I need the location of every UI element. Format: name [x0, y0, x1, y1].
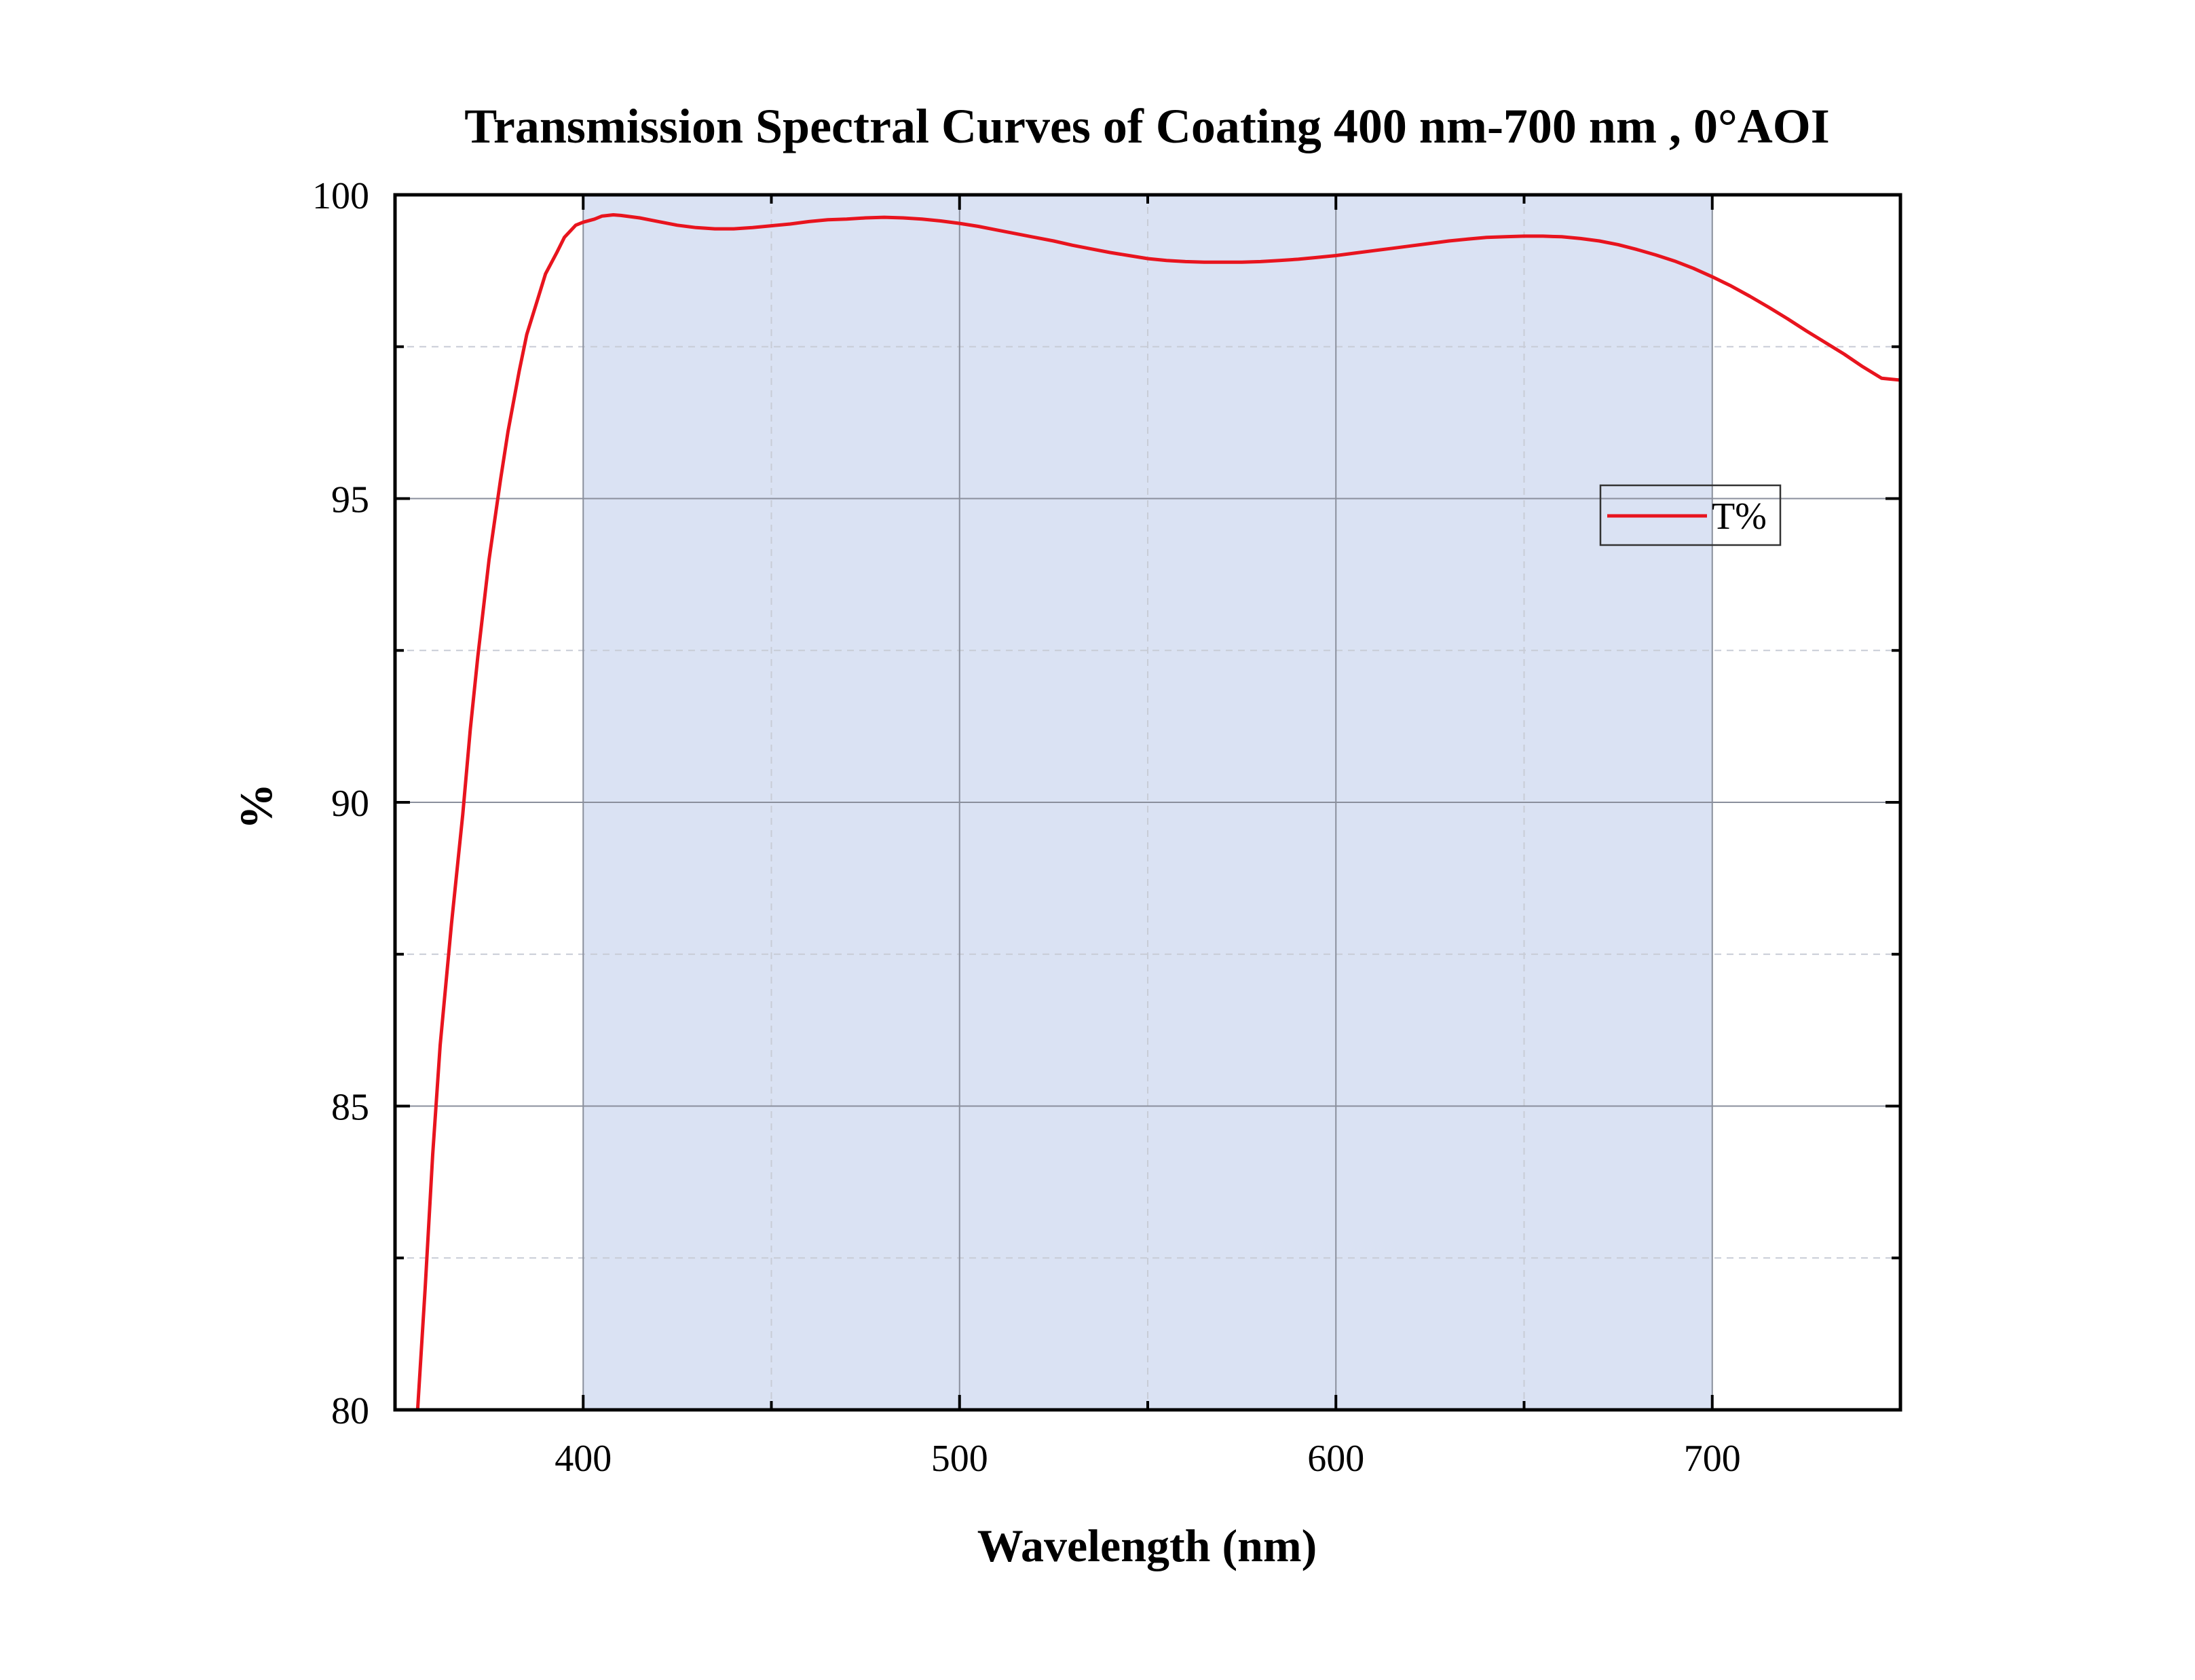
x-tick-label: 400 [555, 1438, 612, 1480]
y-tick-label: 90 [331, 783, 369, 825]
legend-box [1599, 484, 1782, 546]
legend-label: T% [1712, 496, 1767, 538]
y-tick-label: 80 [331, 1390, 369, 1432]
y-axis-label: % [230, 783, 282, 829]
y-tick-label: 85 [331, 1087, 369, 1129]
x-axis-label: Wavelength (nm) [977, 1520, 1317, 1571]
series-line-T% [415, 213, 1901, 1411]
legend: T% [1599, 484, 1782, 546]
y-tick-label: 100 [312, 175, 369, 217]
y-tick-label: 95 [331, 479, 369, 521]
x-tick-label: 600 [1307, 1438, 1364, 1480]
x-tick-label: 500 [931, 1438, 988, 1480]
chart-title: Transmission Spectral Curves of Coating … [464, 99, 1830, 153]
x-tick-label: 700 [1684, 1438, 1741, 1480]
